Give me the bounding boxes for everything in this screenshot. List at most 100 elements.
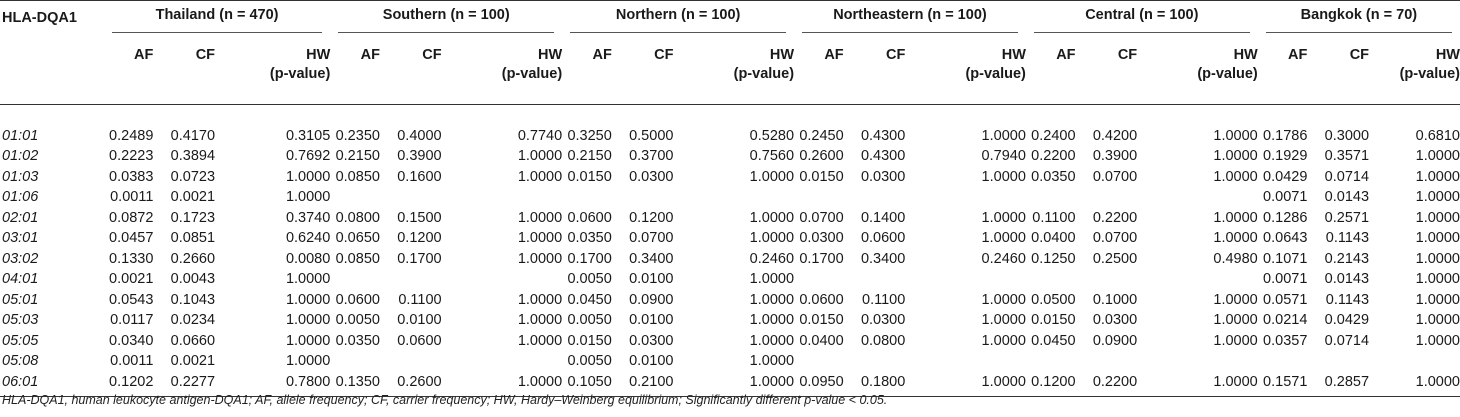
value-cell: 1.0000 [517, 332, 563, 349]
value-cell: 0.0150 [799, 312, 844, 329]
value-cell: 0.6240 [285, 230, 331, 247]
value-cell: 0.1200 [1031, 373, 1076, 390]
value-cell: 0.0700 [629, 230, 674, 247]
table-row: 03:02 0.1330 0.2660 0.0080 0.0850 0.1700 1.000… [0, 249, 1460, 270]
allele-cell: 05:03 [2, 312, 39, 329]
value-cell: 0.1100 [1032, 209, 1076, 226]
value-cell [925, 351, 1026, 372]
value-cell: 1.0000 [1415, 230, 1460, 247]
value-cell: 0.1100 [862, 291, 906, 308]
value-cell: 1.0000 [517, 250, 563, 267]
value-cell: 1.0000 [517, 230, 563, 247]
value-cell: 1.0000 [981, 127, 1026, 144]
value-cell: 0.0150 [567, 332, 612, 349]
value-cell: 0.1000 [1092, 291, 1138, 308]
value-cell: 0.0400 [799, 332, 844, 349]
value-cell: 0.0117 [110, 312, 154, 329]
value-cell: 0.0300 [860, 312, 906, 329]
value-cell: 1.0000 [749, 291, 795, 308]
value-cell: 0.4200 [1092, 127, 1138, 144]
value-cell: 0.0643 [1263, 230, 1308, 247]
value-cell: 0.1700 [397, 250, 442, 267]
value-cell [462, 351, 563, 372]
table-row: 04:01 0.0021 0.0043 1.0000 0.0050 0.0100 1.000… [0, 269, 1460, 290]
subheader-af-northeastern: AF [824, 47, 844, 63]
subheader-hw-line1: HW [538, 47, 563, 63]
subheader-af-central: AF [1056, 47, 1076, 63]
value-cell: 1.0000 [1415, 168, 1460, 185]
value-cell: 0.3700 [629, 148, 674, 165]
value-cell: 0.0851 [170, 230, 216, 247]
subheader-hw-line2: (p-value) [269, 66, 331, 82]
subheader-af-thailand: AF [134, 47, 154, 63]
subheader-af-northern: AF [592, 47, 612, 63]
value-cell: 0.1700 [799, 250, 844, 267]
subheader-row: AF CF HW (p-value) AF CF HW (p-value) AF CF HW (p-v… [0, 39, 1460, 105]
table-row: 01:06 0.0011 0.0021 1.0000 0.0071 0.0143 1.000… [0, 187, 1460, 208]
value-cell: 0.2277 [170, 373, 216, 390]
value-cell: 1.0000 [517, 148, 563, 165]
value-cell: 0.0450 [567, 291, 612, 308]
value-cell: 0.4300 [860, 148, 906, 165]
value-cell: 0.2350 [335, 127, 380, 144]
value-cell [794, 269, 860, 290]
value-cell: 0.0071 [1263, 189, 1308, 206]
value-cell: 0.1800 [860, 373, 906, 390]
value-cell: 1.0000 [1213, 127, 1258, 144]
value-cell: 0.1600 [397, 168, 442, 185]
value-cell: 1.0000 [1415, 189, 1460, 206]
value-cell: 0.0300 [629, 332, 674, 349]
value-cell: 0.0021 [109, 271, 154, 288]
subheader-cf-southern: CF [422, 47, 442, 63]
table-footnote: HLA-DQA1, human leukocyte antigen-DQA1; … [2, 393, 888, 407]
value-cell: 1.0000 [1213, 148, 1258, 165]
value-cell: 0.2400 [1031, 127, 1076, 144]
value-cell: 0.1786 [1263, 127, 1308, 144]
value-cell: 0.2200 [1092, 209, 1138, 226]
value-cell: 0.0660 [170, 332, 216, 349]
value-cell: 0.1500 [397, 209, 442, 226]
value-cell: 0.2500 [1092, 250, 1138, 267]
value-cell: 1.0000 [981, 230, 1026, 247]
group-header-northern: Northern (n = 100) [562, 1, 794, 39]
value-cell: 0.0300 [629, 168, 674, 185]
value-cell: 1.0000 [1415, 332, 1460, 349]
value-cell: 1.0000 [285, 271, 331, 288]
value-cell [794, 187, 860, 208]
value-cell: 1.0000 [749, 271, 795, 288]
value-cell: 0.0150 [567, 168, 612, 185]
value-cell: 0.0071 [1263, 271, 1308, 288]
corner-header-label: HLA-DQA1 [2, 10, 77, 26]
table-row: 05:05 0.0340 0.0660 1.0000 0.0350 0.0600 1.000… [0, 331, 1460, 352]
value-cell: 0.3571 [1324, 148, 1370, 165]
value-cell: 0.5280 [749, 127, 795, 144]
value-cell: 1.0000 [981, 312, 1026, 329]
value-cell: 1.0000 [749, 312, 795, 329]
subheader-hw-line2: (p-value) [1399, 66, 1460, 82]
value-cell [925, 187, 1026, 208]
subheader-hw-line2: (p-value) [965, 66, 1026, 82]
value-cell: 0.0900 [629, 291, 674, 308]
value-cell: 1.0000 [1415, 271, 1460, 288]
value-cell: 0.0143 [1324, 189, 1370, 206]
value-cell: 1.0000 [517, 312, 563, 329]
value-cell: 0.0429 [1324, 312, 1370, 329]
value-cell: 0.0500 [1031, 291, 1076, 308]
subheader-af-southern: AF [360, 47, 380, 63]
corner-header: HLA-DQA1 [0, 1, 104, 105]
subheader-hw-line1: HW [1435, 47, 1460, 63]
subheader-hw-thailand: HW (p-value) [235, 39, 330, 105]
value-cell: 1.0000 [1415, 312, 1460, 329]
value-cell [462, 187, 563, 208]
value-cell: 1.0000 [749, 373, 795, 390]
value-cell: 0.1100 [398, 291, 442, 308]
value-cell [925, 269, 1026, 290]
allele-cell: 04:01 [2, 271, 39, 288]
table-row: 05:03 0.0117 0.0234 1.0000 0.0050 0.0100 1.000… [0, 310, 1460, 331]
value-cell [628, 187, 694, 208]
allele-cell: 05:01 [2, 291, 39, 308]
value-cell: 0.0300 [860, 168, 906, 185]
value-cell: 0.1143 [1325, 291, 1370, 308]
value-cell: 0.7740 [517, 127, 563, 144]
subheader-hw-line2: (p-value) [1197, 66, 1258, 82]
